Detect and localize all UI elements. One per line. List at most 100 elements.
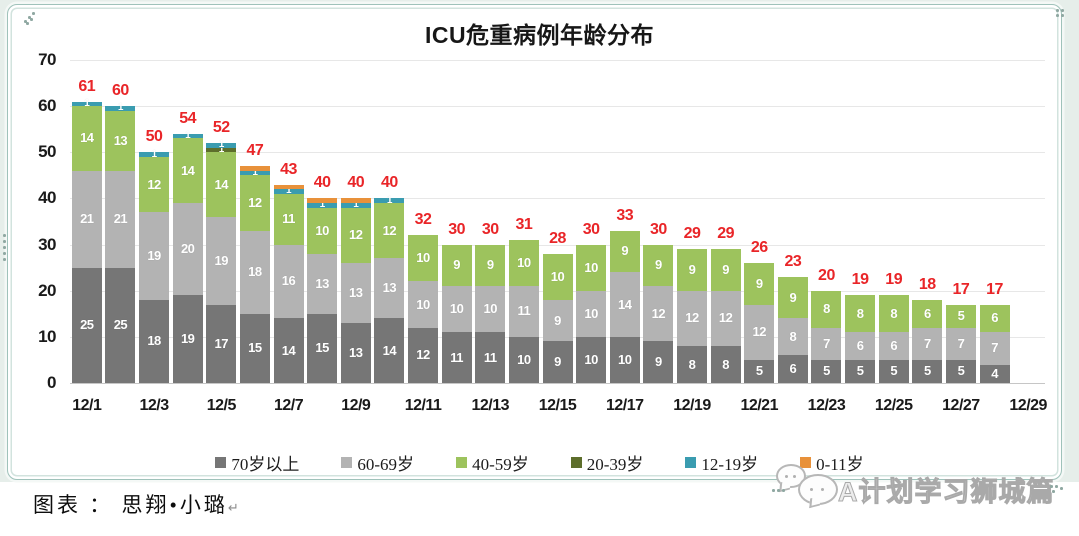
bar-segment-40-59岁: 11 (273, 193, 304, 245)
bar-segment-12-19岁: 1 (139, 149, 170, 159)
x-axis-tick-label: 12/23 (807, 397, 846, 414)
bar-segment-60-69岁: 8 (777, 318, 808, 356)
bar-segment-40-59岁: 12 (239, 175, 270, 231)
bar-segment-0-11岁 (239, 166, 270, 171)
bar-total-label: 52 (212, 119, 230, 137)
bar-total-label: 50 (145, 128, 163, 146)
x-axis-tick-label: 12/21 (740, 397, 778, 414)
y-axis-tick-label: 50 (38, 142, 56, 162)
bar-segment-70岁以上: 5 (912, 359, 943, 383)
bar-total-label: 28 (549, 229, 566, 247)
bar-segment-40-59岁: 9 (744, 263, 775, 305)
bar-segment-12-19岁: 1 (273, 186, 304, 196)
bar-segment-70岁以上: 25 (105, 267, 136, 383)
x-axis-tick-label: 12/19 (673, 397, 711, 414)
bar-segment-40-59岁: 8 (878, 295, 909, 333)
x-axis-tick-label: 12/27 (942, 397, 980, 414)
bar-total-label: 40 (313, 174, 331, 192)
paragraph-return-mark: ↵ (227, 500, 239, 515)
x-axis-tick-label: 12/25 (874, 397, 913, 414)
bar-total-label: 40 (347, 174, 365, 192)
bar-segment-12-19岁: 1 (239, 168, 270, 178)
bar-segment-40-59岁: 12 (374, 203, 405, 259)
bar-segment-12-19岁: 1 (340, 200, 371, 210)
y-axis-tick-label: 20 (38, 280, 56, 300)
bar-segment-40-59岁: 9 (643, 244, 674, 287)
bar-segment-60-69岁: 12 (744, 304, 775, 360)
bar-total-label: 33 (616, 206, 634, 224)
chart-title: ICU危重病例年龄分布 (424, 22, 655, 48)
bar-segment-70岁以上: 5 (744, 359, 775, 383)
bar-segment-40-59岁: 9 (441, 244, 472, 287)
bar-segment-12-19岁: 1 (105, 103, 136, 113)
bar-segment-60-69岁: 10 (441, 286, 472, 333)
legend-item-0-11岁: 0-11岁 (800, 450, 864, 475)
bar-segment-12-19岁: 1 (206, 140, 237, 150)
legend-item-60-69岁: 60-69岁 (341, 450, 414, 475)
bar-total-label: 30 (481, 220, 499, 238)
bar-segment-70岁以上: 15 (307, 313, 338, 383)
legend-item-40-59岁: 40-59岁 (456, 450, 529, 475)
bar-total-label: 43 (280, 160, 297, 178)
bar-segment-60-69岁: 10 (475, 286, 506, 333)
bar-segment-60-69岁: 14 (609, 272, 640, 337)
legend-swatch-icon (215, 457, 227, 468)
bar-segment-70岁以上: 5 (878, 359, 909, 383)
bar-total-label: 23 (784, 252, 802, 270)
legend-label: 70岁以上 (231, 455, 300, 474)
x-axis-tick-label: 12/3 (139, 397, 169, 414)
bar-segment-60-69岁: 11 (508, 286, 539, 337)
bar-total-label: 30 (582, 220, 600, 238)
bar-total-label: 26 (750, 239, 768, 257)
document-background (0, 482, 1079, 536)
bar-segment-70岁以上: 9 (643, 341, 674, 383)
bar-segment-40-59岁: 10 (307, 207, 338, 254)
bar-segment-40-59岁: 14 (172, 138, 203, 204)
bar-segment-40-59岁: 12 (340, 207, 371, 264)
bar-segment-40-59岁: 10 (576, 244, 607, 291)
bar-segment-60-69岁: 21 (71, 170, 102, 268)
legend-label: 12-19岁 (701, 455, 759, 474)
x-axis-tick-label: 12/29 (1009, 397, 1047, 414)
bar-segment-60-69岁: 12 (676, 290, 707, 347)
bar-segment-70岁以上: 8 (676, 346, 707, 383)
bar-segment-60-69岁: 13 (307, 253, 338, 314)
bar-segment-70岁以上: 4 (979, 364, 1010, 383)
bar-segment-60-69岁: 19 (139, 212, 170, 300)
bar-segment-0-11岁 (307, 198, 338, 204)
bar-segment-40-59岁: 10 (542, 253, 573, 300)
legend-swatch-icon (570, 457, 582, 468)
bar-segment-60-69岁: 13 (374, 258, 405, 319)
x-axis-tick-label: 12/7 (273, 397, 304, 414)
x-axis-tick-label: 12/11 (404, 397, 442, 414)
bar-segment-40-59岁: 10 (408, 235, 439, 282)
gridline-y40 (70, 198, 1045, 200)
bar-segment-40-59岁: 9 (475, 244, 506, 287)
bar-segment-60-69岁: 12 (710, 290, 741, 347)
caption-text: 图表 ： 思翔•小璐 (33, 493, 228, 517)
bar-segment-40-59岁: 9 (777, 276, 808, 319)
bar-segment-60-69岁: 6 (845, 332, 876, 360)
bar-segment-70岁以上: 11 (475, 332, 506, 383)
bar-segment-40-59岁: 12 (139, 156, 170, 213)
legend-label: 60-69岁 (357, 455, 415, 474)
legend-label: 20-39岁 (586, 455, 644, 474)
bar-segment-60-69岁: 9 (542, 299, 573, 342)
bar-segment-70岁以上: 5 (945, 359, 976, 383)
legend-item-70岁以上: 70岁以上 (215, 450, 299, 475)
gridline-y0 (70, 383, 1045, 384)
bar-segment-60-69岁: 18 (239, 230, 270, 314)
bar-segment-40-59岁: 6 (912, 299, 943, 328)
x-axis-tick-label: 12/15 (538, 397, 577, 414)
bar-segment-70岁以上: 10 (508, 336, 539, 383)
bar-segment-70岁以上: 10 (576, 336, 607, 383)
gridline-y60 (70, 106, 1045, 108)
bar-segment-60-69岁: 21 (105, 170, 136, 268)
bar-segment-60-69岁: 10 (408, 281, 439, 328)
bar-segment-60-69岁: 6 (878, 332, 909, 360)
bar-total-label: 20 (818, 266, 835, 284)
legend-label: 0-11岁 (816, 455, 864, 474)
bar-segment-60-69岁: 13 (340, 263, 371, 323)
bar-total-label: 29 (717, 225, 734, 243)
legend-label: 40-59岁 (472, 455, 529, 474)
